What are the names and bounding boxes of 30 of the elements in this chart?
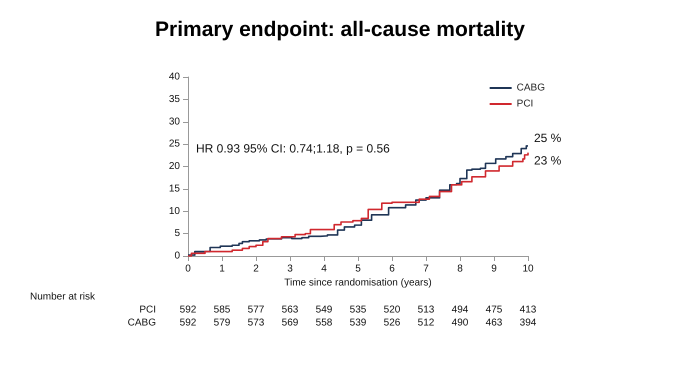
y-tick-label: 10: [168, 206, 180, 217]
x-tick-label: 1: [219, 264, 226, 274]
x-tick-label: 4: [321, 264, 328, 274]
x-tick-label: 0: [185, 264, 192, 274]
y-tick-label: 20: [168, 161, 180, 172]
y-tick-label: 5: [174, 228, 180, 240]
y-tick-label: 40: [168, 72, 180, 82]
annotation: 23 %: [534, 154, 562, 168]
y-tick-label: 15: [168, 183, 180, 194]
x-tick-label: 7: [423, 264, 430, 274]
x-tick-label: 6: [389, 264, 396, 274]
text: PCI 592 585 577 563 549 535 520 513 494 475 413: [139, 304, 536, 316]
x-tick-label: 9: [491, 264, 498, 274]
annotation: HR 0.93 95% CI: 0.74;1.18, p = 0.56: [196, 142, 390, 156]
text: Number at risk: [30, 292, 96, 302]
x-tick-label: 3: [287, 264, 294, 274]
x-tick-label: 5: [355, 264, 362, 274]
y-tick-label: 25: [168, 138, 180, 150]
x-tick-label: 2: [253, 264, 260, 274]
y-tick-label: 35: [168, 94, 180, 105]
x-tick-label: 10: [522, 264, 534, 274]
chart-title: Primary endpoint: all-cause mortality: [155, 18, 526, 41]
text: CABG 592 579 573 569 558 539 526 512 490 463 394: [128, 318, 536, 328]
legend-label: CABG: [516, 82, 546, 94]
x-axis-title: Time since randomisation (years): [284, 278, 432, 288]
y-tick-label: 30: [168, 116, 180, 128]
x-tick-label: 8: [457, 264, 464, 274]
legend-label: PCI: [516, 98, 534, 110]
annotation: 25 %: [534, 130, 562, 145]
y-tick-label: 0: [174, 250, 180, 262]
